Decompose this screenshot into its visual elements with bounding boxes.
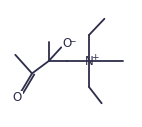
Text: +: + bbox=[91, 53, 98, 62]
Text: O: O bbox=[13, 91, 22, 104]
Text: −: − bbox=[68, 36, 76, 45]
Text: N: N bbox=[85, 54, 93, 68]
Text: O: O bbox=[62, 37, 71, 50]
